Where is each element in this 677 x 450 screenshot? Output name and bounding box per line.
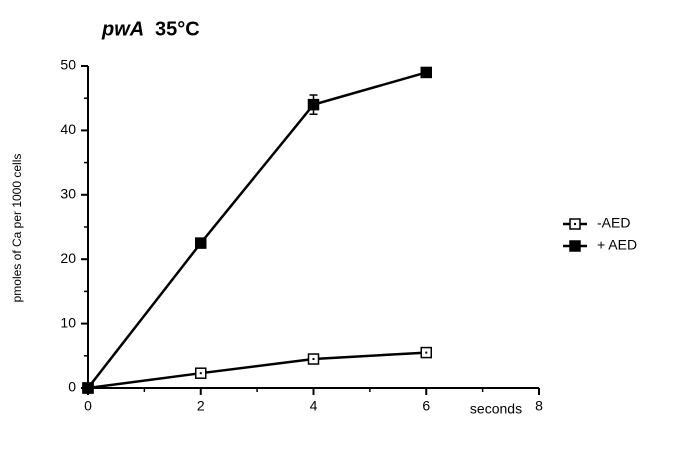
y-tick-label: 40: [60, 121, 76, 137]
y-tick-label: 30: [60, 186, 76, 202]
legend-marker-dot: [574, 223, 576, 225]
x-axis-label: seconds: [470, 401, 522, 417]
series-line: [87, 71, 427, 389]
y-tick-label: 50: [60, 57, 76, 73]
y-axis-label: pmoles of Ca per 1000 cells: [10, 154, 24, 303]
x-tick-label: 0: [84, 398, 92, 414]
y-tick-label: 20: [60, 250, 76, 266]
data-point: [307, 98, 320, 111]
legend-label: + AED: [597, 237, 637, 253]
data-point-dot: [425, 351, 428, 354]
x-tick-label: 8: [535, 398, 543, 414]
x-tick-label: 6: [422, 398, 430, 414]
legend-label: -AED: [597, 215, 630, 231]
series-line: [87, 351, 427, 390]
legend-marker: [569, 240, 581, 252]
data-point: [420, 66, 432, 79]
data-point: [195, 237, 207, 249]
x-tick-label: 2: [197, 398, 205, 414]
y-tick-label: 0: [68, 379, 76, 395]
chart-title-condition: 35°C: [155, 18, 200, 40]
y-tick-label: 10: [60, 314, 76, 330]
data-point: [82, 382, 94, 394]
x-tick-label: 4: [310, 398, 318, 414]
chart-title: pwA: [101, 18, 144, 40]
data-point-dot: [199, 372, 202, 375]
data-point-dot: [312, 358, 315, 361]
